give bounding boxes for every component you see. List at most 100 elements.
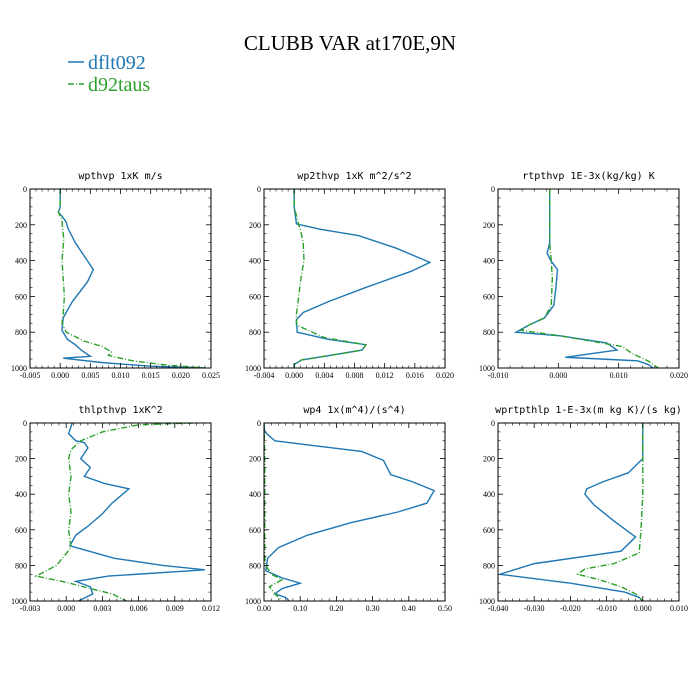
x-tick-label: -0.005 xyxy=(20,371,41,380)
y-tick-label: 600 xyxy=(483,526,495,535)
x-tick-label: 0.025 xyxy=(202,371,220,380)
y-tick-label: 400 xyxy=(249,257,261,266)
x-tick-label: 0.000 xyxy=(549,371,567,380)
x-tick-label: 0.00 xyxy=(257,604,271,613)
y-tick-label: 400 xyxy=(15,490,27,499)
x-tick-label: 0.020 xyxy=(436,371,454,380)
series-line-d92taus xyxy=(57,189,206,368)
x-tick-label: 0.016 xyxy=(406,371,424,380)
x-tick-label: 0.005 xyxy=(81,371,99,380)
y-tick-label: 800 xyxy=(249,328,261,337)
x-tick-label: 0.020 xyxy=(172,371,190,380)
x-tick-label: 0.000 xyxy=(51,371,69,380)
y-tick-label: 0 xyxy=(491,419,495,428)
y-tick-label: 600 xyxy=(483,292,495,301)
x-tick-label: 0.40 xyxy=(402,604,416,613)
panel-title: thlpthvp 1xK^2 xyxy=(78,405,162,416)
x-tick-label: 0.30 xyxy=(366,604,380,613)
y-tick-label: 1000 xyxy=(245,364,261,373)
x-tick-label: -0.030 xyxy=(524,604,545,613)
y-tick-label: 400 xyxy=(483,490,495,499)
panel-5: wp4 1x(m^4)/(s^4) 0.00 0.10 0.20 0.30 0.40 0.5… xyxy=(245,405,452,613)
y-tick-label: 400 xyxy=(15,257,27,266)
series-line-dflt092 xyxy=(67,423,206,601)
x-tick-label: -0.004 xyxy=(254,371,275,380)
series-line-d92taus xyxy=(519,189,659,368)
x-tick-label: 0.012 xyxy=(202,604,220,613)
legend-label-d92taus: d92taus xyxy=(88,74,150,96)
panel-title: wprtpthlp 1-E-3x(m kg K)/(s kg) xyxy=(495,405,682,416)
panel-3: rtpthvp 1E-3x(kg/kg) K -0.010 0.000 0.010 0.… xyxy=(479,171,688,380)
x-tick-label: 0.004 xyxy=(315,371,333,380)
y-tick-label: 800 xyxy=(15,561,27,570)
x-tick-label: 0.000 xyxy=(57,604,75,613)
y-tick-label: 800 xyxy=(483,328,495,337)
x-tick-label: 0.50 xyxy=(438,604,452,613)
y-tick-label: 1000 xyxy=(245,597,261,606)
y-tick-label: 600 xyxy=(15,526,27,535)
x-tick-label: 0.010 xyxy=(670,604,688,613)
y-tick-label: 0 xyxy=(491,185,495,194)
x-tick-label: 0.000 xyxy=(285,371,303,380)
x-tick-label: 0.010 xyxy=(610,371,628,380)
x-tick-label: -0.020 xyxy=(560,604,581,613)
panel-6: wprtpthlp 1-E-3x(m kg K)/(s kg) -0.040 -0.… xyxy=(479,405,688,613)
figure-title: CLUBB VAR at170E,9N xyxy=(244,31,456,55)
panel-1: wpthvp 1xK m/s -0.005 0.000 0.005 0.010 0.015… xyxy=(11,171,220,380)
legend: dflt092 d92taus xyxy=(68,52,150,96)
panel-title: wpthvp 1xK m/s xyxy=(78,171,162,182)
y-tick-label: 1000 xyxy=(479,597,495,606)
x-tick-label: -0.040 xyxy=(488,604,509,613)
y-tick-label: 400 xyxy=(249,490,261,499)
panel-title: wp4 1x(m^4)/(s^4) xyxy=(303,405,405,416)
x-tick-label: 0.012 xyxy=(376,371,394,380)
y-tick-label: 200 xyxy=(483,455,495,464)
series-line-dflt092 xyxy=(264,423,436,601)
y-tick-label: 1000 xyxy=(11,597,27,606)
y-tick-label: 200 xyxy=(15,221,27,230)
x-tick-label: 0.009 xyxy=(166,604,184,613)
y-tick-label: 800 xyxy=(483,561,495,570)
x-tick-label: 0.015 xyxy=(142,371,160,380)
y-tick-label: 1000 xyxy=(11,364,27,373)
series-line-d92taus xyxy=(33,423,193,601)
x-tick-label: 0.020 xyxy=(670,371,688,380)
x-tick-label: 0.006 xyxy=(130,604,148,613)
panel-2: wp2thvp 1xK m^2/s^2 -0.004 0.000 0.004 0.008… xyxy=(245,171,454,380)
y-tick-label: 400 xyxy=(483,257,495,266)
y-tick-label: 0 xyxy=(257,419,261,428)
y-tick-label: 200 xyxy=(483,221,495,230)
x-tick-label: -0.010 xyxy=(596,604,617,613)
panel-title: wp2thvp 1xK m^2/s^2 xyxy=(297,171,411,182)
x-tick-label: 0.003 xyxy=(93,604,111,613)
x-tick-label: -0.003 xyxy=(20,604,41,613)
y-tick-label: 200 xyxy=(249,455,261,464)
x-tick-label: 0.008 xyxy=(346,371,364,380)
series-line-d92taus xyxy=(576,423,644,601)
legend-label-dflt092: dflt092 xyxy=(88,52,146,74)
x-tick-label: 0.20 xyxy=(329,604,343,613)
y-tick-label: 800 xyxy=(249,561,261,570)
y-tick-label: 0 xyxy=(23,419,27,428)
x-tick-label: -0.010 xyxy=(488,371,509,380)
series-line-dflt092 xyxy=(293,189,432,368)
panel-4: thlpthvp 1xK^2 -0.003 0.000 0.003 0.006 0.009… xyxy=(11,405,220,613)
y-tick-label: 0 xyxy=(257,185,261,194)
x-tick-label: 0.10 xyxy=(293,604,307,613)
x-tick-label: 0.000 xyxy=(634,604,652,613)
series-line-dflt092 xyxy=(57,189,205,368)
y-tick-label: 1000 xyxy=(479,364,495,373)
y-tick-label: 600 xyxy=(15,292,27,301)
series-line-d92taus xyxy=(293,189,368,368)
panels: wpthvp 1xK m/s-0.005 0.000 0.005 0.010 0.015… xyxy=(11,171,688,613)
y-tick-label: 0 xyxy=(23,185,27,194)
series-line-dflt092 xyxy=(499,423,644,601)
y-tick-label: 800 xyxy=(15,328,27,337)
series-line-d92taus xyxy=(264,423,284,601)
panel-title: rtpthvp 1E-3x(kg/kg) K xyxy=(522,171,654,182)
x-tick-label: 0.010 xyxy=(112,371,130,380)
y-tick-label: 600 xyxy=(249,526,261,535)
y-tick-label: 600 xyxy=(249,292,261,301)
